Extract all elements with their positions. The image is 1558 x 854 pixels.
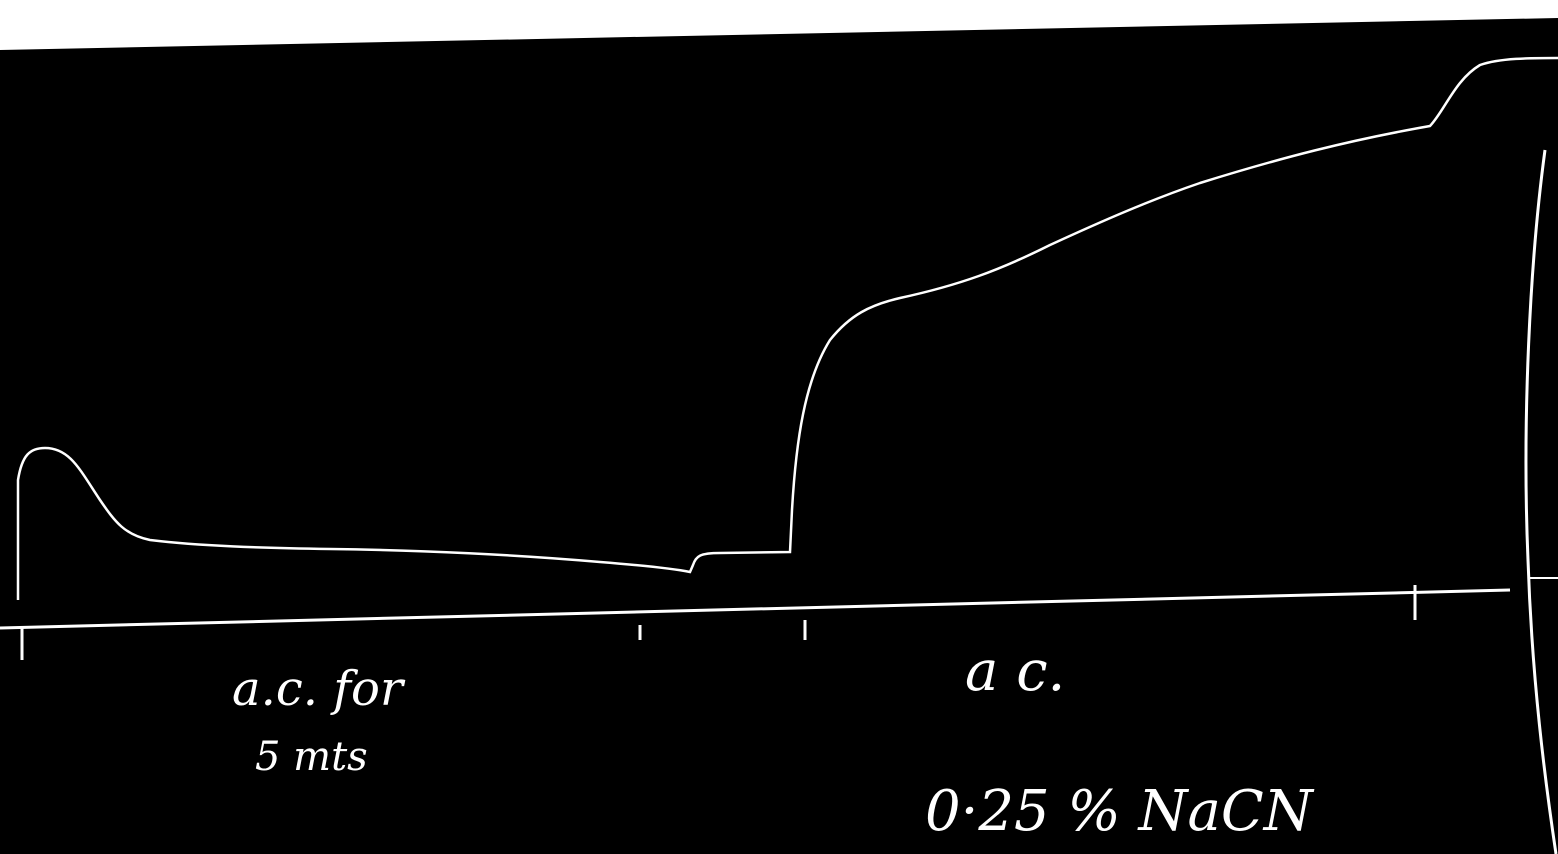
annotation: a c. — [965, 639, 1065, 704]
smoked-paper — [0, 18, 1558, 854]
annotation: 0·25 % NaCN — [925, 779, 1315, 844]
annotation: 5 mts — [255, 734, 368, 780]
annotation: a.c. for — [232, 661, 406, 717]
kymograph-record: a.c. for 5 mts a c. 0·25 % NaCN — [0, 0, 1558, 854]
page: {"annotations": {"left_line1": "a.c. for… — [0, 0, 1558, 854]
